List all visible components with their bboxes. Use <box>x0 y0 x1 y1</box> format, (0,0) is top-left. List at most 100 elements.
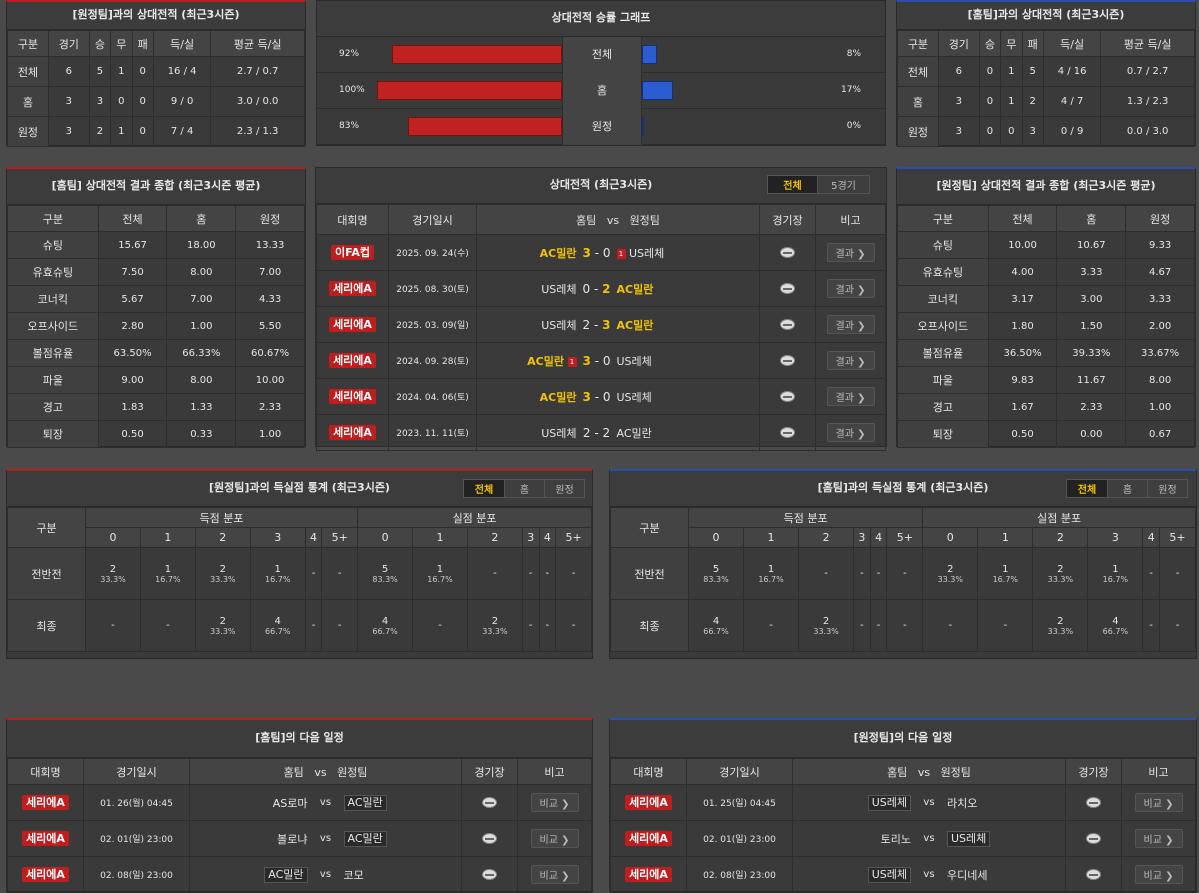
schedule-row[interactable]: 세리에A 02. 01(일) 23:00 볼로냐 vs AC밀란 비교 ❯ <box>7 820 592 857</box>
schedule-row[interactable]: 세리에A 02. 08(일) 23:00 AC밀란 vs 코모 비교 ❯ <box>7 856 592 893</box>
stadium-icon[interactable] <box>780 318 795 330</box>
tab-home[interactable]: 홈 <box>504 480 544 497</box>
stadium-icon[interactable] <box>482 796 497 808</box>
stadium-icon[interactable] <box>1086 832 1101 844</box>
compare-button[interactable]: 비교 ❯ <box>530 829 579 848</box>
result-button[interactable]: 결과 ❯ <box>826 423 875 442</box>
row-label: 슈팅 <box>897 231 989 259</box>
match-date: 2024. 09. 28(토) <box>388 342 477 379</box>
match-row[interactable]: 세리에A 2024. 09. 28(토) AC밀란 1 3 - 0 US레체 결… <box>316 342 886 379</box>
stadium-icon[interactable] <box>780 246 795 258</box>
stat-value: 4 / 16 <box>1042 56 1102 87</box>
match-row[interactable]: 세리에A 2023. 11. 11(토) US레체 2 - 2 AC밀란 결과 … <box>316 414 886 451</box>
header-row: 대회명 경기일시 홈팀 vs 원정팀 경기장 비고 <box>610 758 1196 785</box>
match-row[interactable]: 세리에A 2025. 08. 30(토) US레체 0 - 2 AC밀란 결과 … <box>316 270 886 307</box>
percentage: 16.7% <box>265 574 291 584</box>
tab-5games[interactable]: 5경기 <box>817 176 869 193</box>
away-team: 라치오 <box>947 796 978 810</box>
percentage: 33.3% <box>813 626 839 636</box>
stat-value: 6 <box>937 56 980 87</box>
stat-value: 6 <box>47 56 90 87</box>
goal-count-header: 0 <box>357 527 414 548</box>
goal-count-header: 3 <box>521 527 540 548</box>
column-header: 홈 <box>166 205 237 232</box>
stat-value: 0 <box>131 86 154 117</box>
schedule-row[interactable]: 세리에A 01. 25(일) 04:45 US레체 vs 라치오 비교 ❯ <box>610 784 1196 821</box>
match-tabs: 전체 5경기 <box>767 175 870 194</box>
result-button[interactable]: 결과 ❯ <box>826 387 875 406</box>
compare-button[interactable]: 비교 ❯ <box>1134 793 1183 812</box>
stat-value: 3 <box>47 86 90 117</box>
match-row[interactable]: 이FA컵 2025. 09. 24(수) AC밀란 3 - 0 1 US레체 결… <box>316 234 886 271</box>
result-button[interactable]: 결과 ❯ <box>826 279 875 298</box>
schedule-row[interactable]: 세리에A 01. 26(월) 04:45 AS로마 vs AC밀란 비교 ❯ <box>7 784 592 821</box>
stadium-icon[interactable] <box>482 832 497 844</box>
compare-button[interactable]: 비교 ❯ <box>530 793 579 812</box>
tab-all[interactable]: 전체 <box>1067 480 1107 497</box>
home-team: AC밀란 <box>264 866 308 883</box>
header-row: 0 1 2 3 4 5+ 0 1 2 3 4 5+ <box>611 527 1196 548</box>
match-row[interactable]: 세리에A 2025. 03. 09(일) US레체 2 - 3 AC밀란 결과 … <box>316 306 886 343</box>
tab-all[interactable]: 전체 <box>768 176 817 193</box>
column-header: 평균 득/실 <box>1100 30 1195 57</box>
column-header: 구분 <box>7 507 86 548</box>
scored-cell: - <box>321 599 359 652</box>
win-rate-graph-panel: 상대전적 승률 그래프 92% 전체 8% 100% 홈 17% 83% 원정 … <box>316 0 886 146</box>
table-row: 원정 3 0 0 3 0 / 9 0.0 / 3.0 <box>897 116 1195 147</box>
tab-away[interactable]: 원정 <box>1147 480 1187 497</box>
column-header: 비고 <box>517 758 592 785</box>
column-header: 경기장 <box>759 204 816 235</box>
count: 2 <box>822 615 830 627</box>
stadium-icon[interactable] <box>482 868 497 880</box>
stadium-icon[interactable] <box>780 390 795 402</box>
conceded-cell: - <box>555 599 592 652</box>
scored-cell: 4 66.7% <box>249 599 306 652</box>
count: 1 <box>1002 563 1009 575</box>
result-button[interactable]: 결과 ❯ <box>826 315 875 334</box>
score-separator: - <box>594 353 603 368</box>
compare-button[interactable]: 비교 ❯ <box>1134 829 1183 848</box>
compare-button[interactable]: 비교 ❯ <box>1134 865 1183 884</box>
home-team: 토리노 <box>880 832 911 846</box>
next-home-table: 대회명 경기일시 홈팀 vs 원정팀 경기장 비고 세리에A 01. 26(월)… <box>7 758 592 893</box>
stat-value: 7.00 <box>235 258 305 286</box>
stadium-icon[interactable] <box>780 282 795 294</box>
stat-value: 5 <box>1021 56 1044 87</box>
conceded-cell: 1 16.7% <box>1087 547 1144 600</box>
away-header: 원정팀 <box>629 213 660 227</box>
tab-all[interactable]: 전체 <box>464 480 504 497</box>
schedule-row[interactable]: 세리에A 02. 08(일) 23:00 US레체 vs 우디네세 비교 ❯ <box>610 856 1196 893</box>
row-label: 슈팅 <box>7 231 99 259</box>
result-button[interactable]: 결과 ❯ <box>826 351 875 370</box>
stat-value: 1.67 <box>987 393 1058 421</box>
match-date: 01. 25(일) 04:45 <box>686 784 793 821</box>
column-header: 원정 <box>1125 205 1195 232</box>
stadium-icon[interactable] <box>1086 868 1101 880</box>
stadium-icon[interactable] <box>780 426 795 438</box>
stat-value: 16 / 4 <box>152 56 212 87</box>
category-label: 원정 <box>562 109 642 145</box>
count: - <box>337 568 342 579</box>
compare-button[interactable]: 비교 ❯ <box>530 865 579 884</box>
row-label: 최종 <box>610 599 689 652</box>
stat-value: 15.67 <box>97 231 168 259</box>
table-row: 전반전 2 33.3% 1 16.7% 2 33.3% 1 16.7% - - <box>7 547 592 600</box>
percentage: 66.7% <box>1102 626 1129 636</box>
result-button[interactable]: 결과 ❯ <box>826 243 875 262</box>
column-header: 대회명 <box>7 758 84 785</box>
schedule-row[interactable]: 세리에A 02. 01(일) 23:00 토리노 vs US레체 비교 ❯ <box>610 820 1196 857</box>
stadium-icon[interactable] <box>780 354 795 366</box>
header-row: 구분 득점 분포 실점 분포 <box>7 507 592 548</box>
count: 2 <box>491 615 499 627</box>
goals-home-table: 구분 득점 분포 실점 분포 0 1 2 3 4 5+ 0 1 2 3 4 5+ 전반전 5 83.3%… <box>610 507 1196 652</box>
row-label: 홈 <box>897 86 939 117</box>
stadium-icon[interactable] <box>1086 796 1101 808</box>
home-header: 홈팀 <box>283 765 304 779</box>
match-row[interactable]: 세리에A 2024. 04. 06(토) AC밀란 3 - 0 US레체 결과 … <box>316 378 886 415</box>
table-row: 전반전 5 83.3% 1 16.7% - - - - <box>610 547 1196 600</box>
tab-away[interactable]: 원정 <box>544 480 584 497</box>
tab-home[interactable]: 홈 <box>1107 480 1147 497</box>
goals-away-panel: [원정팀]과의 득실점 통계 (최근3시즌) 전체 홈 원정 구분 득점 분포 … <box>6 469 593 659</box>
summary-home-table: 구분 전체 홈 원정 슈팅 15.67 18.00 13.33 유효슈팅 7.50 8.00 7.00… <box>7 205 305 448</box>
conceded-cell: - <box>412 599 468 652</box>
